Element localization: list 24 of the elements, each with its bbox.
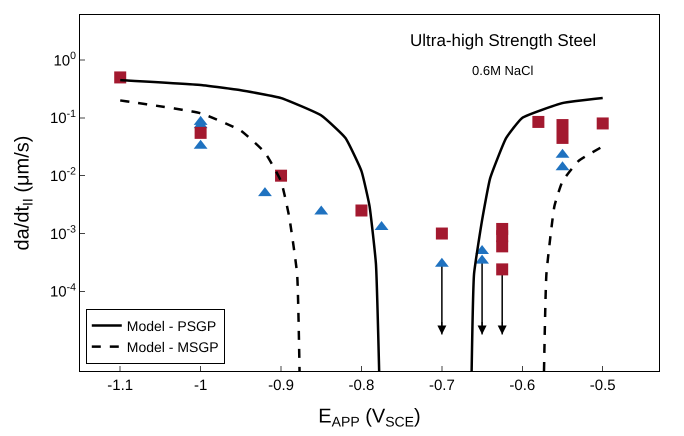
legend-label: Model - PSGP [126, 318, 216, 334]
annotation: Ultra-high Strength Steel [410, 31, 596, 50]
point [355, 204, 368, 217]
point [496, 240, 508, 252]
point [436, 228, 448, 240]
point [194, 126, 207, 139]
annotation: 0.6M NaCl [472, 63, 534, 78]
x-tick-label: -0.5 [590, 377, 616, 394]
legend-label: Model - MSGP [126, 339, 219, 356]
point [532, 116, 544, 128]
y-tick-label: 10$^{-2}$ [50, 166, 76, 185]
x-axis-title: E$_{APP}$ (V$_{SCE}$) [318, 406, 421, 430]
y-tick-label: 10$^{-4}$ [50, 281, 76, 301]
point [596, 117, 609, 130]
x-tick-label: -1 [194, 377, 208, 394]
y-tick-label: 10$^{0}$ [53, 50, 76, 70]
x-tick-label: -0.8 [348, 377, 374, 394]
x-tick-label: -0.9 [268, 377, 294, 394]
y-tick-label: 10$^{-1}$ [50, 108, 76, 128]
x-tick-label: -1.1 [107, 377, 134, 394]
y-tick-label: 10$^{-3}$ [50, 223, 76, 243]
point [496, 263, 508, 276]
x-tick-label: -0.6 [509, 377, 536, 394]
x-tick-label: -0.7 [428, 377, 455, 394]
